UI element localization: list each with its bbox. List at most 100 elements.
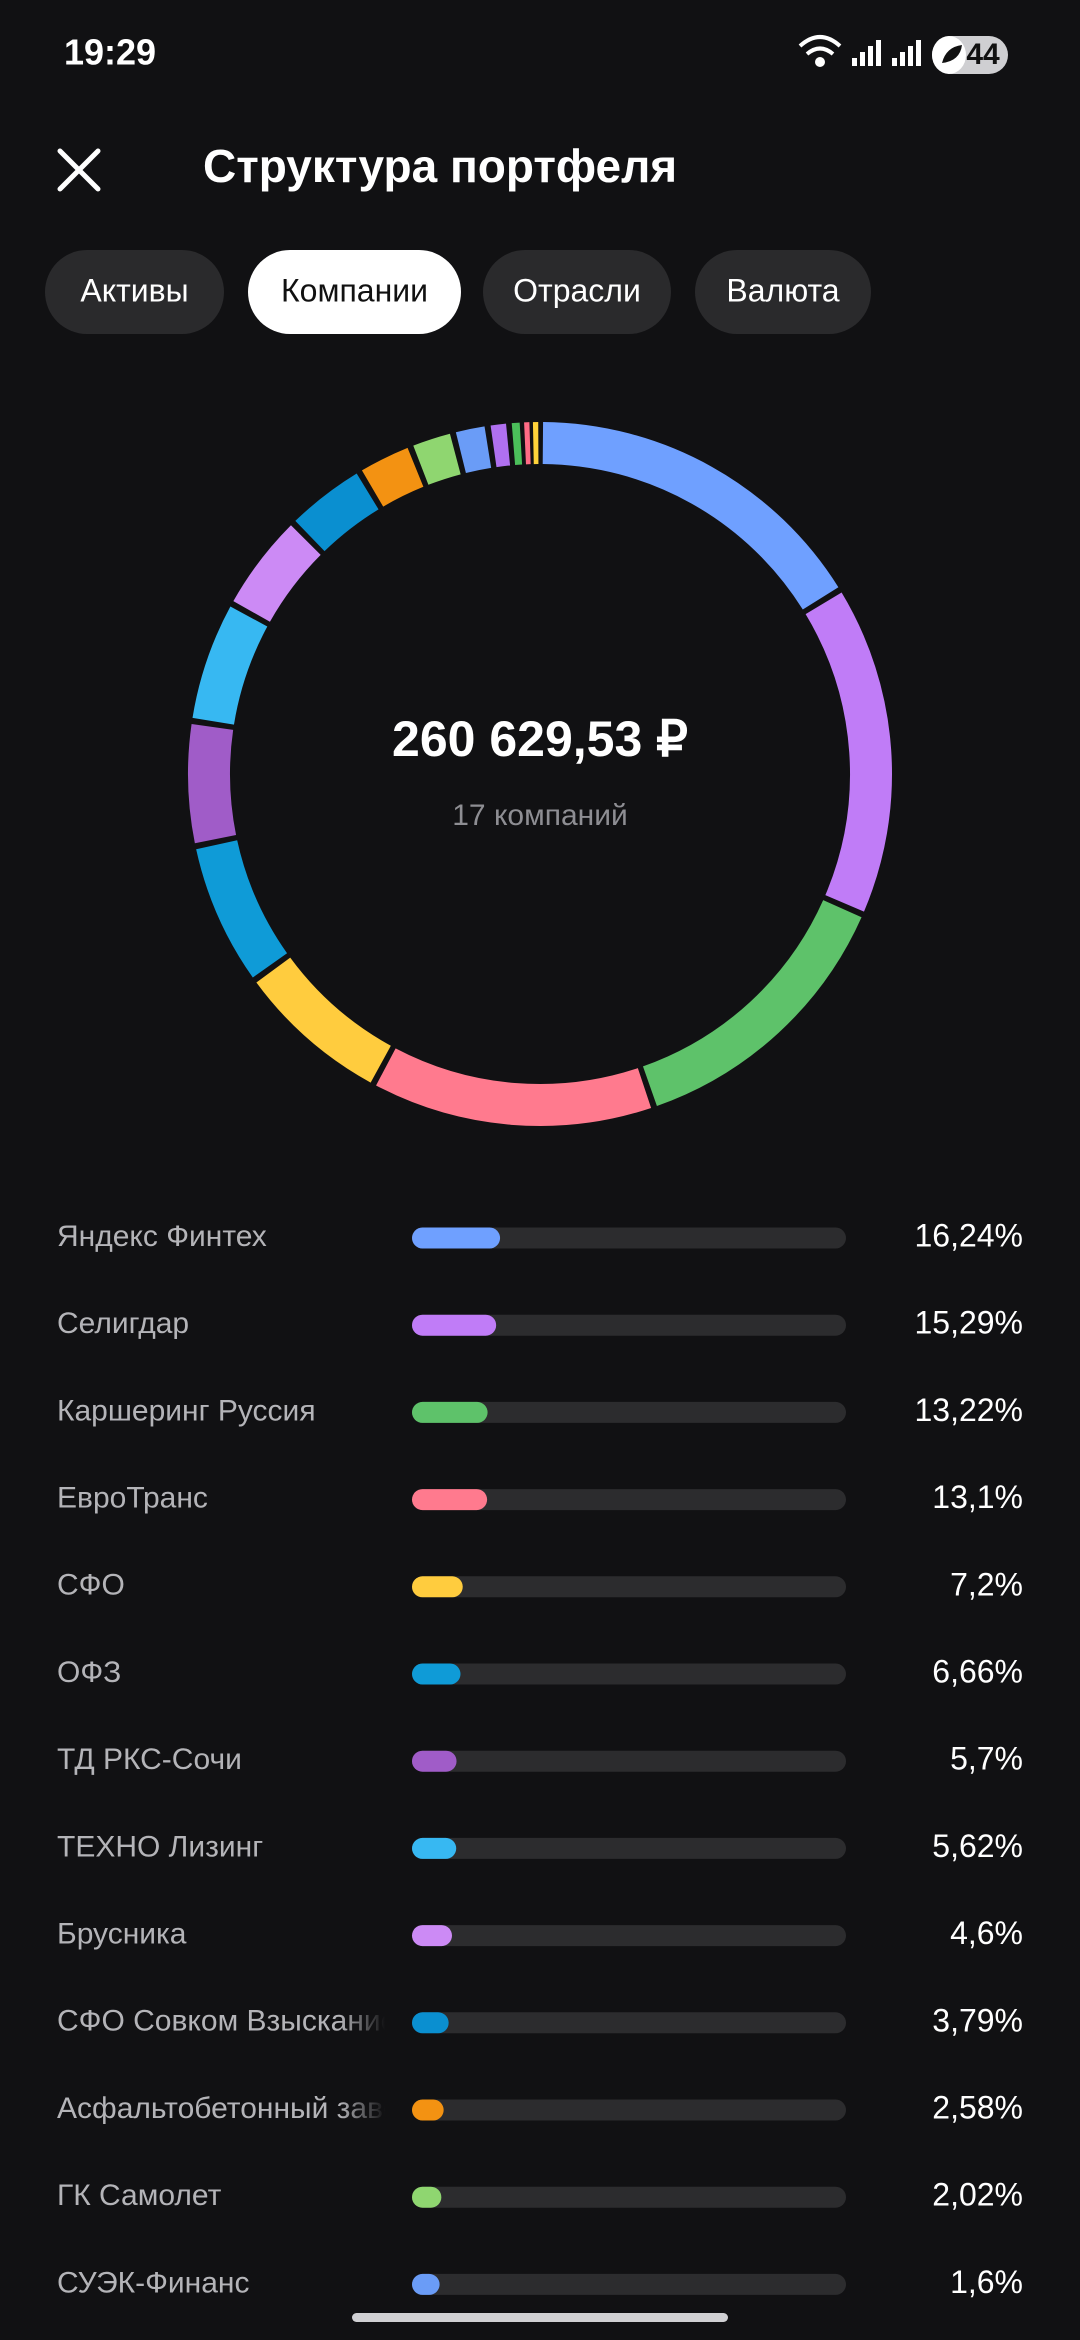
close-stroke xyxy=(57,148,101,192)
name-fade xyxy=(340,2000,385,2045)
bar-track xyxy=(412,1750,846,1772)
bar-track xyxy=(412,1837,846,1859)
company-row: Селигдар 15,29% xyxy=(57,1303,1023,1348)
company-row: ОФЗ 6,66% xyxy=(57,1652,1023,1696)
company-name: ЕвроТранс xyxy=(57,1482,208,1515)
tab-label[interactable]: Валюта xyxy=(726,272,839,308)
value-label: 1,6% xyxy=(950,2264,1023,2300)
header-title: Структура портфеля xyxy=(203,140,677,192)
donut-segment xyxy=(490,423,511,468)
company-row: СФО Совком Взыскание 3,79% xyxy=(57,2000,1023,2045)
wifi-icon xyxy=(798,35,842,67)
close-button[interactable] xyxy=(45,140,113,200)
company-row: Яндекс Финтех 16,24% xyxy=(57,1216,1023,1260)
tab-label[interactable]: Активы xyxy=(80,272,188,308)
donut-segment xyxy=(455,426,492,474)
donut-segment xyxy=(413,433,461,485)
bar-track xyxy=(412,1489,846,1511)
name-fade xyxy=(340,1564,385,1609)
company-name: СФО xyxy=(57,1569,125,1602)
company-row: Каршеринг Руссия 13,22% xyxy=(57,1390,1023,1435)
bar xyxy=(412,2099,444,2121)
company-name-clip: СФО xyxy=(57,1569,125,1602)
donut-chart xyxy=(188,422,892,1126)
tab-background[interactable] xyxy=(483,250,671,334)
battery-leaf xyxy=(942,45,962,63)
company-row: ГК Самолет 2,02% xyxy=(57,2175,1023,2220)
tab[interactable]: Отрасли xyxy=(483,250,671,334)
bar-track xyxy=(412,1227,846,1249)
battery-text: 44 xyxy=(966,38,1000,71)
donut-segment xyxy=(511,422,523,466)
tab-label[interactable]: Компании xyxy=(281,272,428,308)
bar xyxy=(412,1489,488,1511)
bar xyxy=(412,1663,461,1685)
company-row: Асфальтобетонный завод 2,58% xyxy=(57,2088,1023,2132)
donut-segment xyxy=(376,1048,652,1126)
value-label: 7,2% xyxy=(950,1566,1023,1602)
tab[interactable]: Активы xyxy=(45,250,224,334)
bar-track xyxy=(412,2099,846,2121)
donut-segment xyxy=(542,422,839,610)
name-fade xyxy=(340,1390,385,1435)
bar xyxy=(412,1837,457,1859)
value-label: 15,29% xyxy=(914,1305,1023,1341)
bar-track xyxy=(412,2012,846,2034)
value-label: 13,1% xyxy=(932,1479,1023,1515)
bar xyxy=(412,1227,501,1249)
value-label: 5,7% xyxy=(950,1741,1023,1777)
center-label: 17 компаний xyxy=(452,799,628,832)
bar-track xyxy=(412,2273,846,2295)
value-label: 5,62% xyxy=(932,1828,1023,1864)
company-row: ЕвроТранс 13,1% xyxy=(57,1477,1023,1522)
bar xyxy=(412,1750,457,1772)
donut-segment xyxy=(295,473,379,552)
name-fade xyxy=(340,1652,385,1696)
name-fade xyxy=(340,2175,385,2220)
company-row: СУЭК-Финанс 1,6% xyxy=(57,2262,1023,2307)
value-label: 2,02% xyxy=(932,2177,1023,2213)
company-name: СФО Совком Взыскание xyxy=(57,2005,397,2038)
bar-track xyxy=(412,1925,846,1947)
tab-background[interactable] xyxy=(45,250,224,334)
company-name: Селигдар xyxy=(57,1307,189,1340)
company-name-clip: ГК Самолет xyxy=(57,2179,222,2212)
company-name: Асфальтобетонный завод xyxy=(57,2092,416,2125)
bar-track xyxy=(412,1314,846,1336)
company-name-clip: Яндекс Финтех xyxy=(57,1220,267,1253)
company-name-clip: ТЕХНО Лизинг xyxy=(57,1830,263,1863)
center-value: 260 629,53 ₽ xyxy=(392,711,688,767)
tab-label[interactable]: Отрасли xyxy=(513,272,641,308)
company-name-clip: СУЭК-Финанс xyxy=(57,2266,249,2299)
company-name-clip: СФО Совком Взыскание xyxy=(57,2005,397,2038)
bar xyxy=(412,2273,440,2295)
status-time: 19:29 xyxy=(64,32,156,73)
tab-background[interactable] xyxy=(248,250,461,334)
company-row: ТД РКС-Сочи 5,7% xyxy=(57,1739,1023,1784)
tab-background[interactable] xyxy=(695,250,871,334)
company-row: Брусника 4,6% xyxy=(57,1913,1023,1958)
company-name-clip: ОФЗ xyxy=(57,1656,121,1689)
bar xyxy=(412,1576,463,1598)
company-list: Яндекс Финтех 16,24% Селигдар 15,29% Каршери… xyxy=(57,1216,1023,2307)
company-name: СУЭК-Финанс xyxy=(57,2266,249,2299)
signal-icon xyxy=(852,40,921,66)
donut-segment xyxy=(192,606,268,725)
tab[interactable]: Компании xyxy=(248,250,461,334)
tab[interactable]: Валюта xyxy=(695,250,871,334)
value-label: 3,79% xyxy=(932,2002,1023,2038)
company-row: СФО 7,2% xyxy=(57,1564,1023,1609)
name-fade xyxy=(340,1477,385,1522)
home-indicator xyxy=(352,2313,728,2322)
bar xyxy=(412,1925,452,1947)
bar xyxy=(412,2186,442,2208)
company-name-clip: ТД РКС-Сочи xyxy=(57,1743,242,1776)
name-fade xyxy=(340,1826,385,1871)
name-fade xyxy=(340,1303,385,1348)
donut-segment xyxy=(361,447,424,507)
company-name: ТД РКС-Сочи xyxy=(57,1743,242,1776)
company-name-clip: Селигдар xyxy=(57,1307,189,1340)
